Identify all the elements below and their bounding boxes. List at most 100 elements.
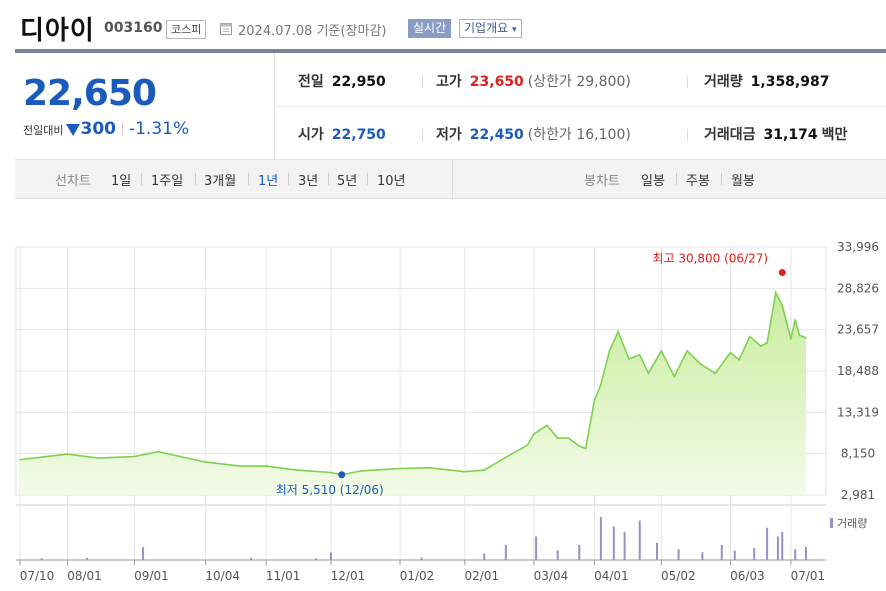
period-1w[interactable]: 1주일 xyxy=(151,174,184,189)
volume-value: 1,358,987 xyxy=(750,74,830,90)
volume-bar xyxy=(483,553,486,560)
x-tick-label: 12/01 xyxy=(331,569,366,583)
separator xyxy=(422,129,423,141)
upper-limit-value: 29,800) xyxy=(576,74,631,90)
trade-value-unit: 백만 xyxy=(821,127,848,143)
open-label: 시가 xyxy=(298,127,324,143)
header-divider xyxy=(15,49,886,53)
price-point xyxy=(295,469,298,471)
price-point xyxy=(330,471,332,474)
candle-daily[interactable]: 일봉 xyxy=(641,174,665,189)
volume-bar xyxy=(314,558,317,560)
volume-label: 거래량 xyxy=(704,74,743,90)
price-point xyxy=(608,350,611,352)
prev-close-cell: 전일 22,950 xyxy=(298,71,386,91)
calendar-icon xyxy=(220,23,232,35)
price-point xyxy=(483,469,486,471)
low-value: 22,450 xyxy=(469,127,524,143)
volume-bar xyxy=(612,526,615,560)
price-chart[interactable]: 33,996 28,826 23,657 18,488 13,319 8,150 2,981… xyxy=(0,205,886,591)
x-tick-label: 07/10 xyxy=(20,569,55,583)
prev-close-label: 전일 xyxy=(298,74,324,90)
price-point xyxy=(798,334,801,337)
high-marker xyxy=(778,269,786,277)
price-point xyxy=(794,318,797,321)
trade-value-cell: 거래대금 31,174 백만 xyxy=(704,124,847,144)
price-point xyxy=(699,362,701,365)
y-tick-label: 23,657 xyxy=(837,323,879,337)
period-selector-bar: 선차트 1일 1주일 3개월 1년 3년 5년 10년 봉차트 일봉 주봉 월봉 xyxy=(15,159,886,199)
price-point xyxy=(556,437,559,439)
separator xyxy=(721,173,722,185)
separator xyxy=(288,173,289,185)
annotation-label: 최고 xyxy=(652,252,678,266)
annotation-value: 30,800 (06/27) xyxy=(678,252,768,266)
separator xyxy=(121,122,123,136)
x-tick-label: 06/03 xyxy=(730,569,765,583)
separator xyxy=(195,173,196,185)
volume-bar xyxy=(677,549,680,560)
low-cell: 저가 22,450 (하한가 16,100) xyxy=(436,124,631,144)
lower-limit-label: (하한가 xyxy=(527,127,572,143)
stock-header: 디아이 003160 코스피 2024.07.08 기준(장마감) 실시간 기업… xyxy=(0,0,886,50)
price-point xyxy=(66,453,69,455)
x-tick-label: 07/01 xyxy=(791,569,826,583)
change-amount: 300 xyxy=(80,119,116,139)
separator xyxy=(687,76,688,88)
price-point xyxy=(673,375,676,378)
candle-weekly[interactable]: 주봉 xyxy=(686,174,710,189)
chevron-down-icon: ▾ xyxy=(512,25,517,35)
volume-bar xyxy=(781,532,784,560)
period-3m[interactable]: 3개월 xyxy=(204,174,237,189)
price-point xyxy=(204,461,207,463)
price-point xyxy=(133,455,136,458)
x-tick-label: 05/02 xyxy=(661,569,696,583)
volume-bar xyxy=(250,557,253,560)
price-point xyxy=(686,350,689,352)
realtime-button[interactable]: 실시간 xyxy=(408,19,452,38)
high-label: 고가 xyxy=(436,74,462,90)
lower-limit-value: 16,100) xyxy=(576,127,631,143)
volume-bar xyxy=(776,536,779,560)
y-tick-label: 33,996 xyxy=(837,240,879,254)
period-10y[interactable]: 10년 xyxy=(377,174,406,189)
volume-legend: 거래량 xyxy=(837,517,867,530)
y-tick-label: 8,150 xyxy=(841,447,875,461)
prev-close-value: 22,950 xyxy=(331,74,386,90)
price-point xyxy=(526,444,529,447)
price-point xyxy=(766,342,768,344)
volume-bar xyxy=(420,557,423,560)
price-point xyxy=(505,456,507,459)
period-1d[interactable]: 1일 xyxy=(111,174,132,189)
period-5y[interactable]: 5년 xyxy=(337,174,358,189)
period-3y[interactable]: 3년 xyxy=(298,174,319,189)
company-overview-button[interactable]: 기업개요 ▾ xyxy=(459,19,522,38)
volume-bar xyxy=(638,520,641,560)
current-price: 22,650 xyxy=(23,73,157,114)
candle-monthly[interactable]: 월봉 xyxy=(731,174,755,189)
x-tick-label: 09/01 xyxy=(134,569,169,583)
volume-bar xyxy=(753,547,756,560)
separator xyxy=(676,173,677,185)
company-overview-label: 기업개요 xyxy=(464,21,509,35)
trade-value-value: 31,174 xyxy=(763,127,818,143)
price-point xyxy=(647,372,650,375)
annotation-label: 최저 xyxy=(276,483,302,497)
x-tick-label: 11/01 xyxy=(266,569,301,583)
low-annotation: 최저 5,510 (12/06) xyxy=(276,483,384,497)
candle-chart-label: 봉차트 xyxy=(584,174,620,189)
volume-bar xyxy=(733,550,736,560)
volume-bar xyxy=(766,527,769,560)
volume-bar xyxy=(329,552,332,560)
volume-bar xyxy=(535,536,538,560)
period-1y[interactable]: 1년 xyxy=(258,174,279,189)
change-label: 전일대비 xyxy=(23,124,64,137)
x-tick-label: 01/02 xyxy=(400,569,435,583)
x-tick-label: 04/01 xyxy=(594,569,629,583)
price-point xyxy=(749,335,751,338)
down-triangle-icon xyxy=(66,124,81,136)
x-tick-label: 08/01 xyxy=(67,569,102,583)
price-point xyxy=(239,465,242,467)
volume-bar xyxy=(85,557,88,560)
upper-limit-label: (상한가 xyxy=(527,74,572,90)
